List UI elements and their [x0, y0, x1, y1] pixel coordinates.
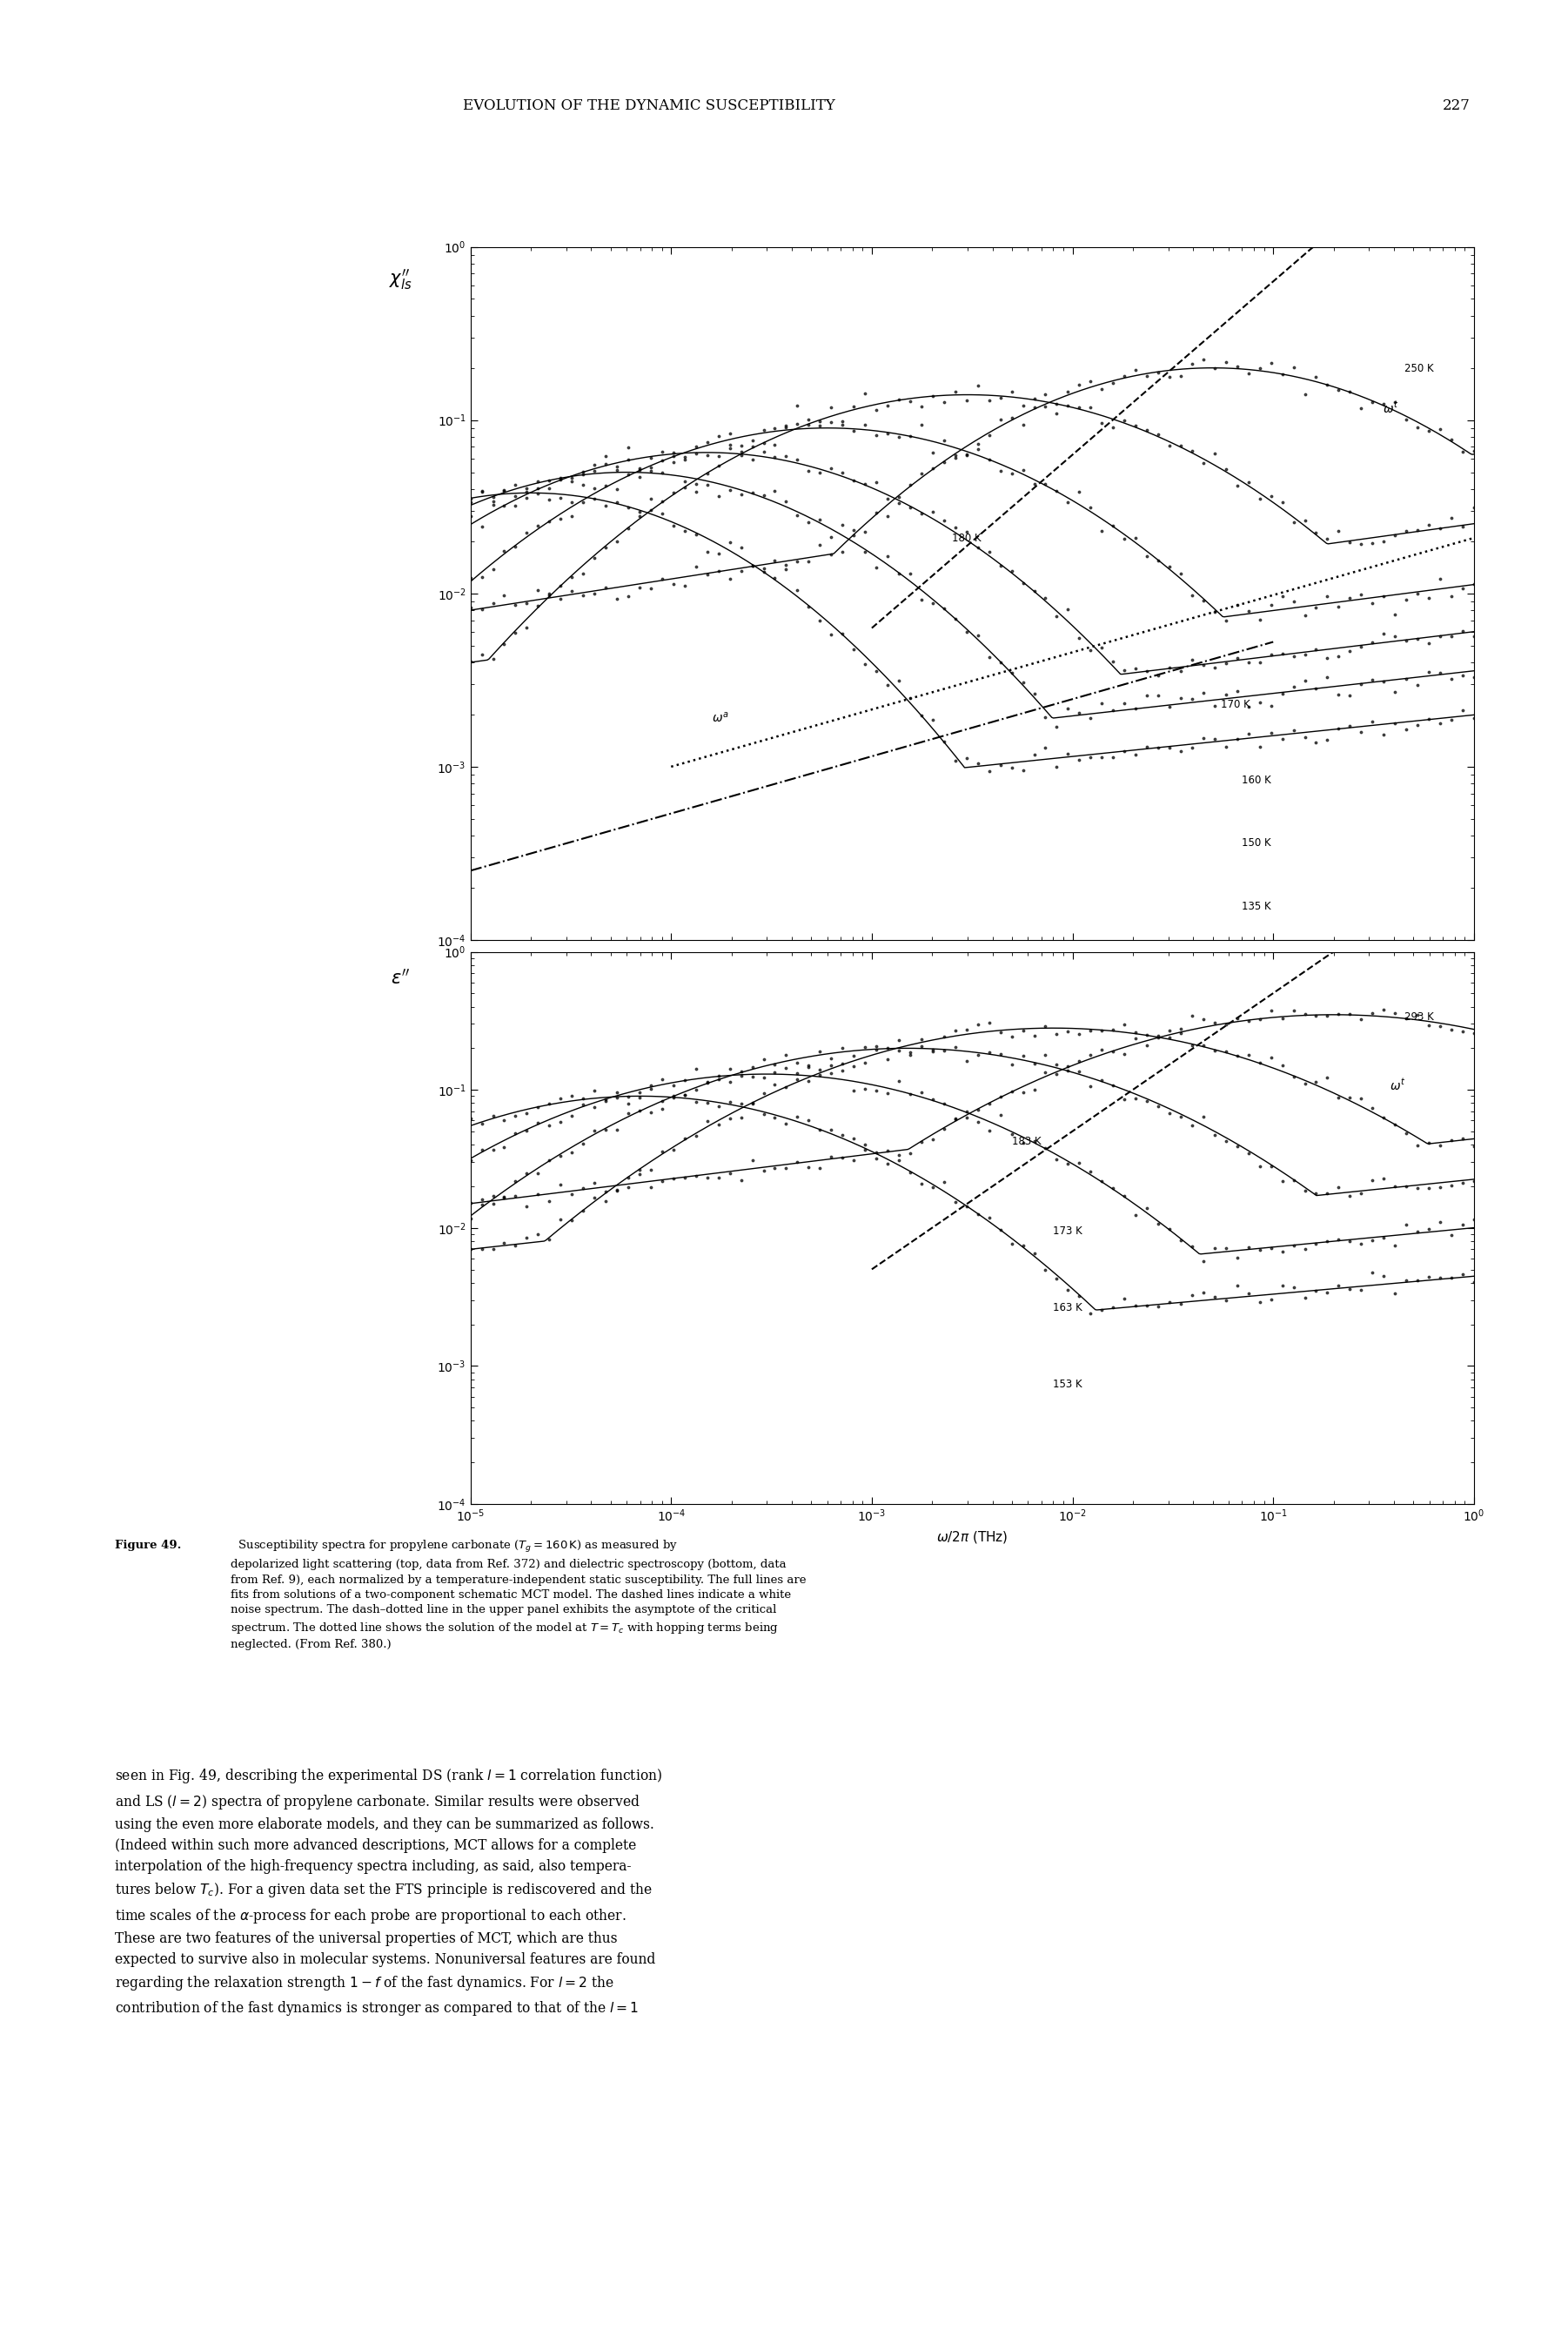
- Text: 173 K: 173 K: [1054, 1224, 1082, 1236]
- Text: 150 K: 150 K: [1242, 837, 1272, 848]
- Text: $\omega^a$: $\omega^a$: [712, 712, 729, 726]
- Text: $\omega^t$: $\omega^t$: [1389, 1076, 1405, 1093]
- Text: 163 K: 163 K: [1054, 1302, 1082, 1314]
- Text: 153 K: 153 K: [1054, 1379, 1082, 1389]
- Text: 180 K: 180 K: [952, 533, 982, 543]
- Text: 135 K: 135 K: [1242, 900, 1272, 912]
- Y-axis label: $\varepsilon^{\prime\prime}$: $\varepsilon^{\prime\prime}$: [390, 968, 409, 987]
- Text: Susceptibility spectra for propylene carbonate ($T_g = 160\,\mathrm{K}$) as meas: Susceptibility spectra for propylene car…: [230, 1539, 806, 1650]
- Text: Figure 49.: Figure 49.: [114, 1539, 180, 1551]
- Text: 250 K: 250 K: [1405, 362, 1433, 374]
- Y-axis label: $\chi^{\prime\prime}_{ls}$: $\chi^{\prime\prime}_{ls}$: [389, 268, 412, 291]
- Text: seen in Fig. 49, describing the experimental DS (rank $l = 1$ correlation functi: seen in Fig. 49, describing the experime…: [114, 1767, 662, 2019]
- Text: 293 K: 293 K: [1405, 1010, 1433, 1022]
- Text: $\omega^t$: $\omega^t$: [1383, 400, 1399, 416]
- Text: 160 K: 160 K: [1242, 776, 1272, 787]
- Text: 227: 227: [1443, 99, 1471, 113]
- Text: 183 K: 183 K: [1011, 1135, 1041, 1147]
- Text: EVOLUTION OF THE DYNAMIC SUSCEPTIBILITY: EVOLUTION OF THE DYNAMIC SUSCEPTIBILITY: [463, 99, 834, 113]
- Text: 170 K: 170 K: [1221, 698, 1250, 710]
- X-axis label: $\omega/2\pi$ (THz): $\omega/2\pi$ (THz): [936, 1530, 1008, 1544]
